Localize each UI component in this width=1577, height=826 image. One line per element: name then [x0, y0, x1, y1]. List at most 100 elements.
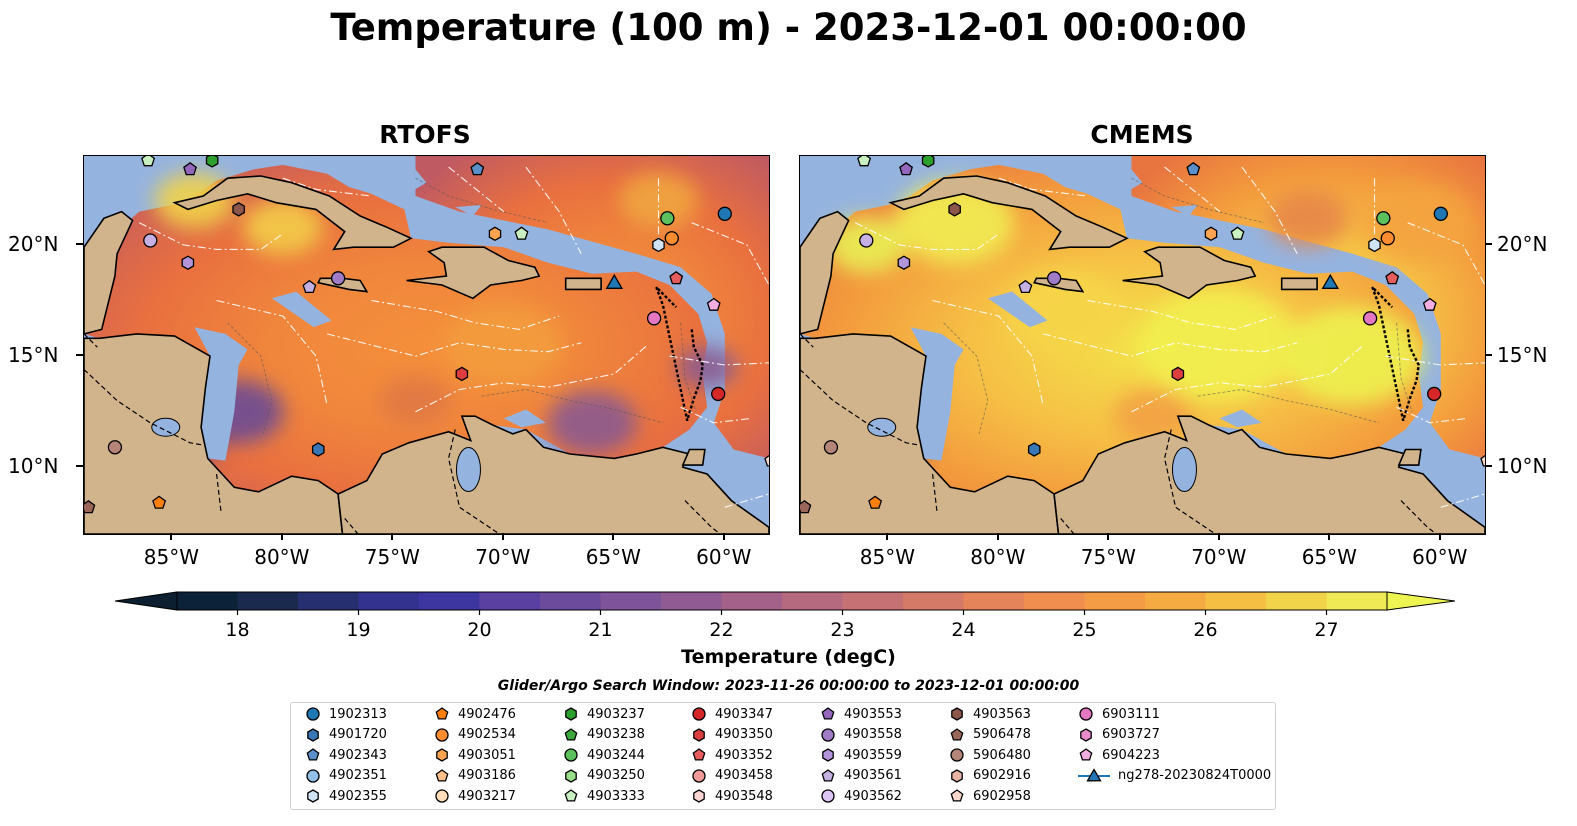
float-marker: [488, 226, 502, 242]
legend-label: 4903237: [587, 706, 645, 722]
float-marker: [948, 202, 961, 217]
legend-item: 4903558: [820, 725, 902, 745]
yucatan-land: [84, 210, 134, 335]
lon-tick-label: 60°W: [696, 545, 752, 569]
legend-marker-icon: [821, 707, 835, 720]
legend-item: 4903250: [563, 766, 645, 786]
legend-label: 6903727: [1102, 727, 1160, 743]
jamaica-land: [317, 277, 369, 293]
lon-tick: [280, 533, 283, 540]
cuba-land: [888, 175, 1129, 251]
cmems-map-canvas: [800, 156, 1485, 534]
lon-tick-label: 65°W: [585, 545, 641, 569]
lon-tick: [170, 533, 173, 540]
legend-marker-icon: [1079, 748, 1093, 761]
glider-marker: [1321, 273, 1340, 289]
legend-item: 4903562: [820, 786, 902, 806]
legend-symbol: [436, 748, 448, 762]
float-marker: [143, 233, 158, 248]
colorbar-label: Temperature (degC): [681, 646, 896, 668]
legend-label: 6903111: [1102, 706, 1160, 722]
legend-label: 4903563: [973, 706, 1031, 722]
legend-marker-icon: [307, 789, 319, 804]
float-marker: [897, 255, 911, 270]
colorbar-tick-label: 27: [1314, 619, 1338, 641]
float-marker: [1422, 297, 1437, 311]
legend-label: 4903217: [458, 788, 516, 804]
float-marker: [1230, 226, 1245, 240]
lon-tick-label: 85°W: [143, 545, 199, 569]
legend-marker-icon: [564, 727, 578, 741]
legend-symbol: [821, 789, 835, 804]
lon-tick-label: 70°W: [475, 545, 531, 569]
legend-symbol: [307, 727, 319, 742]
trinidad-land: [1397, 448, 1422, 466]
legend-label: 4903250: [587, 768, 645, 784]
float-marker: [1186, 161, 1201, 176]
lon-tick-label: 80°W: [970, 545, 1026, 569]
legend-label: 4903561: [844, 768, 902, 784]
central-america-land: [800, 333, 1060, 534]
float-marker: [232, 202, 245, 217]
legend-item: 5906478: [949, 725, 1031, 745]
legend-symbol: [565, 707, 577, 721]
float-marker: [1480, 454, 1485, 467]
legend-label: 4903559: [844, 747, 902, 763]
lat-tick: [1485, 242, 1492, 245]
float-marker: [717, 206, 732, 221]
legend-item: ng278-20230824T0000: [1078, 766, 1271, 786]
legend-marker-icon: [435, 768, 449, 782]
legend-label: 6902916: [973, 768, 1031, 784]
legend-label: 4903548: [715, 788, 773, 804]
legend-item: 4902351: [305, 766, 387, 786]
legend-marker-icon: [1078, 767, 1110, 782]
legend-label: 5906480: [973, 747, 1031, 763]
legend-label: 6904223: [1102, 747, 1160, 763]
float-marker: [823, 440, 839, 455]
legend-item: 4902534: [434, 725, 516, 745]
float-marker: [1204, 226, 1218, 242]
lon-tick: [1328, 533, 1331, 540]
float-marker: [183, 161, 197, 176]
float-marker: [800, 499, 812, 514]
lat-tick-label: 15°N: [8, 343, 59, 368]
legend-marker-icon: [950, 727, 964, 741]
legend-marker-icon: [692, 748, 706, 761]
temperature-colorbar: 18 19 20 21 22 23 24 25 26 27: [115, 591, 1455, 641]
colorbar-tick-label: 26: [1193, 619, 1217, 641]
legend-label: 4903458: [715, 768, 773, 784]
legend-item: 4903347: [691, 704, 773, 724]
lat-tick-label: 15°N: [1497, 343, 1548, 368]
float-marker: [514, 226, 529, 240]
legend-item: 4903458: [691, 766, 773, 786]
legend-marker-icon: [822, 748, 834, 762]
legend-marker-icon: [821, 768, 835, 782]
legend-marker-icon: [951, 769, 963, 783]
lon-tick: [501, 533, 504, 540]
lat-tick: [76, 242, 83, 245]
legend-item: 4901720: [305, 725, 387, 745]
legend-item: 5906480: [949, 745, 1031, 765]
legend-marker-icon: [821, 789, 835, 804]
legend-label: 4903562: [844, 788, 902, 804]
lat-tick-label: 20°N: [8, 231, 59, 256]
legend-item: 4903352: [691, 745, 773, 765]
float-marker: [205, 156, 219, 168]
cuba-land: [172, 175, 413, 251]
yucatan-land: [800, 210, 850, 335]
legend-label: 5906478: [973, 727, 1031, 743]
colorbar-tick-label: 24: [951, 619, 975, 641]
float-marker: [470, 161, 485, 176]
lon-tick: [612, 533, 615, 540]
legend-symbol: [951, 707, 963, 721]
float-marker: [706, 297, 721, 311]
legend-symbol: [1079, 707, 1093, 721]
legend-symbol: [821, 707, 835, 720]
legend-symbol: [951, 769, 963, 783]
lat-tick: [1485, 354, 1492, 357]
legend-item: 4903553: [820, 704, 902, 724]
lon-tick-label: 85°W: [859, 545, 915, 569]
float-marker: [1380, 231, 1395, 246]
legend-marker-icon: [306, 769, 320, 783]
float-marker: [764, 454, 769, 467]
